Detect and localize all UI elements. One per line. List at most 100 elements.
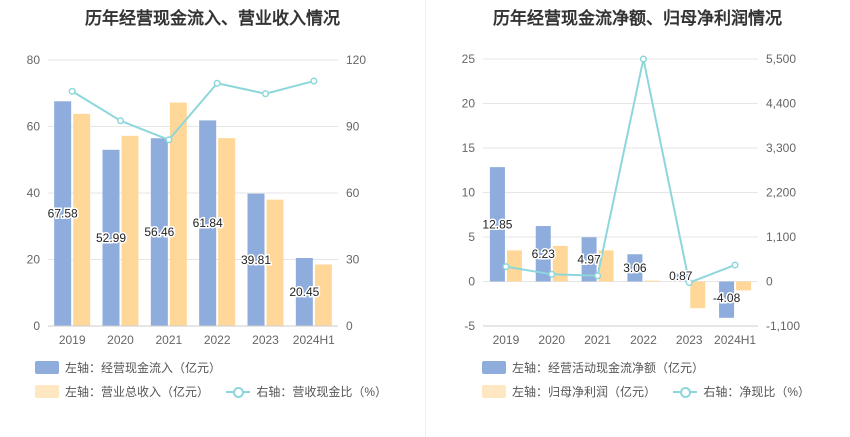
x-tick-label: 2022 [204, 333, 231, 347]
ratio-point [685, 279, 693, 287]
x-tick-label: 2021 [584, 333, 611, 347]
bar-primary [295, 258, 313, 326]
legend-swatch-blue [35, 361, 59, 374]
bar-secondary [644, 280, 660, 282]
legend-label: 右轴：净现比（%） [703, 385, 811, 399]
x-tick-label: 2023 [252, 333, 279, 347]
bar-primary [581, 237, 597, 282]
bar-value-label: 3.06 [623, 261, 647, 275]
bar-secondary [506, 250, 522, 282]
y-left-tick-label: 0 [468, 275, 475, 289]
y-left-tick-label: 25 [462, 52, 476, 66]
ratio-point [261, 90, 270, 98]
bar-value-label: 20.45 [289, 285, 319, 299]
y-right-tick-label: 30 [346, 253, 360, 267]
legend-item-net-profit[interactable]: 左轴：归母净利润（亿元） [482, 383, 656, 400]
legend-label: 左轴：营业总收入（亿元） [65, 385, 210, 399]
legend-item-net-cash-ratio[interactable]: 右轴：净现比（%） [673, 383, 810, 400]
bar-secondary [121, 135, 139, 326]
chart-title: 历年经营现金流净额、归母净利润情况 [493, 9, 782, 28]
x-tick-label: 2020 [107, 333, 134, 347]
x-tick-label: 2024H1 [293, 333, 335, 347]
ratio-point [639, 55, 647, 63]
legend-row-1: 左轴：经营现金流入（亿元） [35, 359, 235, 376]
ratio-point [548, 270, 556, 278]
bar-value-label: 4.97 [577, 252, 601, 266]
bar-primary [150, 138, 168, 326]
y-right-tick-label: 3,300 [766, 141, 796, 155]
y-left-tick-label: 10 [462, 186, 476, 200]
bar-primary [535, 226, 551, 282]
ratio-point [116, 117, 125, 125]
x-tick-label: 2022 [630, 333, 657, 347]
legend-swatch-orange [35, 385, 59, 398]
legend-item-revenue[interactable]: 左轴：营业总收入（亿元） [35, 383, 209, 400]
bar-value-label: -4.08 [713, 291, 741, 305]
bar-secondary [73, 113, 91, 327]
y-right-tick-label: 5,500 [766, 52, 796, 66]
bar-primary [489, 167, 505, 282]
net-cashflow-profit-chart: 历年经营现金流净额、归母净利润情况 -5 0 5 10 15 20 25 -1,100 0 1,1… [425, 0, 850, 437]
bar-secondary [690, 281, 706, 309]
legend-row-2: 左轴：营业总收入（亿元） 右轴：营收现金比（%） [35, 383, 401, 400]
ratio-point [68, 87, 76, 95]
y-right-tick-label: 2,200 [766, 186, 796, 200]
y-left-tick-label: 80 [27, 53, 41, 67]
bar-primary [199, 120, 217, 326]
y-right-tick-label: 1,100 [766, 230, 796, 244]
legend-item-cash-inflow[interactable]: 左轴：经营现金流入（亿元） [35, 359, 221, 376]
legend-swatch-orange [482, 385, 506, 398]
chart-plot: -5 0 5 10 15 20 25 -1,100 0 1,100 2,200 3,300 4,400 5… [462, 52, 801, 347]
legend-swatch-blue [482, 361, 506, 374]
bar-primary [627, 254, 643, 282]
chart-plot: 0 20 40 60 80 0 30 60 90 120 2019 2020 2021 2022 2023 2… [27, 53, 367, 347]
ratio-point [310, 77, 318, 85]
chart-title: 历年经营现金流入、营业收入情况 [85, 9, 340, 28]
bar-secondary [552, 245, 568, 282]
x-tick-label: 2019 [493, 333, 520, 347]
bar-secondary [169, 102, 187, 326]
bar-primary [102, 149, 120, 326]
y-right-tick-label: 120 [346, 53, 366, 67]
ratio-point [731, 261, 739, 269]
bar-value-label: 52.99 [96, 231, 126, 245]
bar-primary [673, 273, 689, 282]
legend-row-1: 左轴：经营活动现金流净额（亿元） [482, 359, 718, 376]
bar-value-label: 6.23 [532, 247, 556, 261]
legend-swatch-line [673, 385, 698, 398]
y-left-tick-label: 40 [27, 186, 41, 200]
bar-primary [247, 193, 265, 326]
bar-value-label: 61.84 [193, 216, 223, 230]
x-tick-label: 2020 [538, 333, 565, 347]
y-right-tick-label: 60 [346, 186, 360, 200]
y-left-tick-label: 5 [468, 230, 475, 244]
x-tick-label: 2021 [155, 333, 182, 347]
legend-item-net-cashflow[interactable]: 左轴：经营活动现金流净额（亿元） [482, 359, 704, 376]
bar-secondary [314, 264, 332, 326]
y-left-tick-label: 20 [462, 97, 476, 111]
legend-item-ratio[interactable]: 右轴：营收现金比（%） [226, 383, 387, 400]
legend-label: 右轴：营收现金比（%） [256, 385, 388, 399]
y-left-tick-label: 15 [462, 141, 476, 155]
bar-primary [54, 101, 72, 326]
bar-primary [719, 281, 735, 318]
x-tick-label: 2024H1 [714, 333, 756, 347]
y-left-tick-label: 60 [27, 120, 41, 134]
bar-value-label: 0.87 [669, 269, 693, 283]
bar-secondary [598, 250, 614, 282]
y-left-tick-label: 20 [27, 253, 41, 267]
legend-label: 左轴：经营活动现金流净额（亿元） [512, 361, 705, 375]
y-right-tick-label: 4,400 [766, 97, 796, 111]
panel-divider [425, 0, 426, 437]
ratio-line [505, 58, 736, 285]
ratio-point [165, 136, 173, 144]
cash-inflow-revenue-chart: 历年经营现金流入、营业收入情况 0 20 40 60 80 0 30 60 90 120 2019 2… [27, 9, 401, 400]
bar-value-label: 39.81 [241, 253, 271, 267]
bar-secondary [736, 281, 752, 291]
ratio-line [71, 80, 315, 141]
legend-row-2: 左轴：归母净利润（亿元） 右轴：净现比（%） [482, 383, 824, 400]
ratio-point [502, 263, 510, 271]
y-left-tick-label: 0 [33, 319, 40, 333]
ratio-point [213, 79, 221, 87]
legend-swatch-line [226, 385, 251, 398]
